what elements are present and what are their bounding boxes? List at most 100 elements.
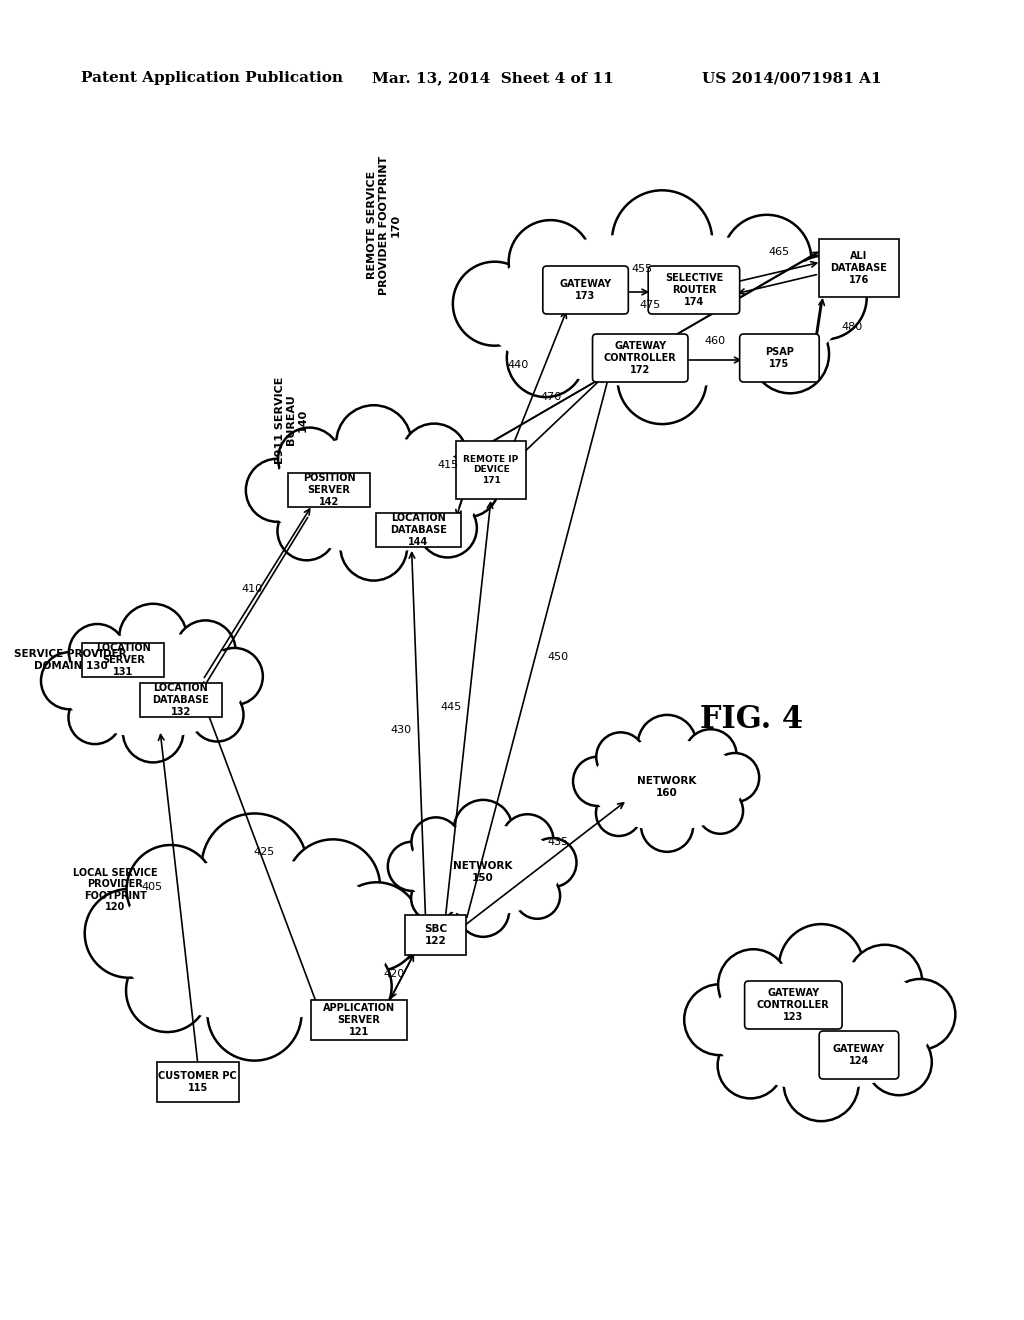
FancyBboxPatch shape <box>543 267 629 314</box>
Circle shape <box>388 842 437 891</box>
FancyBboxPatch shape <box>648 267 739 314</box>
FancyBboxPatch shape <box>140 682 221 717</box>
Text: PSAP
175: PSAP 175 <box>765 347 794 368</box>
Circle shape <box>202 813 307 920</box>
Text: 425: 425 <box>254 847 275 857</box>
Circle shape <box>400 424 468 491</box>
Circle shape <box>41 652 97 709</box>
Circle shape <box>333 882 421 972</box>
Circle shape <box>453 261 537 346</box>
Circle shape <box>190 688 244 742</box>
Circle shape <box>286 840 380 935</box>
Circle shape <box>278 502 336 560</box>
FancyBboxPatch shape <box>819 1031 899 1078</box>
Text: GATEWAY
124: GATEWAY 124 <box>833 1044 885 1065</box>
Text: Mar. 13, 2014  Sheet 4 of 11: Mar. 13, 2014 Sheet 4 of 11 <box>372 71 613 84</box>
Circle shape <box>509 220 592 304</box>
Circle shape <box>69 624 126 681</box>
Circle shape <box>419 499 477 557</box>
Ellipse shape <box>481 234 843 387</box>
Text: E911 SERVICE
BUREAU
140: E911 SERVICE BUREAU 140 <box>274 376 308 463</box>
Text: 410: 410 <box>242 583 263 594</box>
Circle shape <box>127 845 215 933</box>
Text: Patent Application Publication: Patent Application Publication <box>81 71 342 84</box>
Ellipse shape <box>37 609 269 762</box>
Ellipse shape <box>385 804 582 936</box>
Text: 435: 435 <box>547 837 568 847</box>
Text: GATEWAY
CONTROLLER
123: GATEWAY CONTROLLER 123 <box>757 989 829 1022</box>
Circle shape <box>336 405 412 480</box>
Text: LOCATION
SERVER
131: LOCATION SERVER 131 <box>96 643 151 677</box>
Text: 405: 405 <box>142 882 163 892</box>
Circle shape <box>638 715 696 774</box>
Text: GATEWAY
CONTROLLER
172: GATEWAY CONTROLLER 172 <box>604 342 677 375</box>
Text: LOCAL SERVICE
PROVIDER
FOOTPRINT
120: LOCAL SERVICE PROVIDER FOOTPRINT 120 <box>73 867 158 912</box>
Text: NETWORK
150: NETWORK 150 <box>454 861 513 883</box>
Circle shape <box>697 788 743 834</box>
Circle shape <box>246 459 308 521</box>
Text: 470: 470 <box>540 392 561 403</box>
Circle shape <box>885 979 955 1049</box>
Text: CUSTOMER PC
115: CUSTOMER PC 115 <box>159 1072 238 1093</box>
FancyBboxPatch shape <box>376 513 461 546</box>
Circle shape <box>126 949 209 1032</box>
Circle shape <box>612 190 713 292</box>
Ellipse shape <box>80 821 429 1059</box>
Circle shape <box>711 752 759 803</box>
Circle shape <box>436 454 499 517</box>
Circle shape <box>783 1045 859 1121</box>
Circle shape <box>454 800 512 859</box>
Circle shape <box>783 255 866 339</box>
Circle shape <box>596 733 645 781</box>
Ellipse shape <box>570 719 764 850</box>
FancyBboxPatch shape <box>457 441 526 499</box>
Text: 420: 420 <box>383 969 404 979</box>
Ellipse shape <box>712 960 931 1090</box>
Circle shape <box>573 756 622 807</box>
Circle shape <box>69 690 122 744</box>
Text: 440: 440 <box>508 360 528 370</box>
Circle shape <box>309 945 391 1028</box>
Text: 445: 445 <box>440 702 461 711</box>
FancyBboxPatch shape <box>289 473 370 507</box>
Circle shape <box>123 702 183 763</box>
Circle shape <box>85 888 173 978</box>
Circle shape <box>684 985 755 1055</box>
Text: SBC
122: SBC 122 <box>424 924 447 946</box>
Text: APPLICATION
SERVER
121: APPLICATION SERVER 121 <box>323 1003 395 1036</box>
Circle shape <box>411 875 457 921</box>
Circle shape <box>617 334 707 424</box>
Ellipse shape <box>592 741 742 830</box>
Circle shape <box>866 1030 932 1096</box>
Circle shape <box>751 315 829 393</box>
Circle shape <box>457 884 509 937</box>
Circle shape <box>412 817 461 866</box>
Circle shape <box>514 873 560 919</box>
Circle shape <box>279 428 341 491</box>
Circle shape <box>718 1032 783 1098</box>
Text: 475: 475 <box>640 300 660 310</box>
Ellipse shape <box>429 198 895 422</box>
FancyBboxPatch shape <box>157 1063 239 1102</box>
Circle shape <box>718 949 788 1020</box>
Text: LOCATION
DATABASE
132: LOCATION DATABASE 132 <box>153 684 209 717</box>
Text: 415: 415 <box>438 459 459 470</box>
Ellipse shape <box>240 411 508 579</box>
Text: ALI
DATABASE
176: ALI DATABASE 176 <box>830 251 888 285</box>
Text: POSITION
SERVER
142: POSITION SERVER 142 <box>303 474 355 507</box>
Text: REMOTE IP
DEVICE
171: REMOTE IP DEVICE 171 <box>464 455 519 484</box>
FancyBboxPatch shape <box>404 915 466 954</box>
Circle shape <box>507 318 585 397</box>
FancyBboxPatch shape <box>744 981 842 1030</box>
Circle shape <box>502 814 554 867</box>
Circle shape <box>175 620 236 681</box>
Text: REMOTE SERVICE
PROVIDER FOOTPRINT
170: REMOTE SERVICE PROVIDER FOOTPRINT 170 <box>368 156 400 294</box>
Text: 460: 460 <box>705 337 725 346</box>
Ellipse shape <box>62 632 244 738</box>
Circle shape <box>340 513 408 581</box>
Text: 455: 455 <box>632 264 652 275</box>
Circle shape <box>206 648 263 705</box>
Circle shape <box>722 215 811 305</box>
Text: US 2014/0071981 A1: US 2014/0071981 A1 <box>701 71 882 84</box>
Text: GATEWAY
173: GATEWAY 173 <box>559 280 611 301</box>
